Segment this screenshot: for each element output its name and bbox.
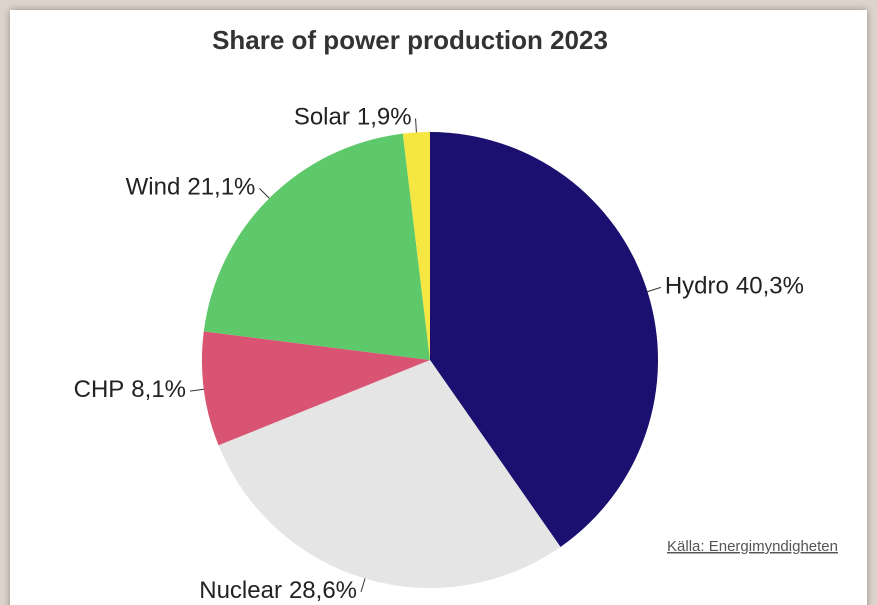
slice-value: 1,9% xyxy=(357,104,412,131)
slice-value: 8,1% xyxy=(131,376,186,403)
slice-category: Wind xyxy=(126,174,181,201)
source[interactable]: Källa: Energimyndigheten xyxy=(667,538,838,555)
leader-line xyxy=(259,187,270,199)
leader-line xyxy=(189,388,204,392)
pie-slice xyxy=(203,133,430,360)
slice-value: 40,3% xyxy=(736,273,804,300)
pie-slice xyxy=(402,132,430,360)
pie-slice xyxy=(202,331,430,446)
slice-value: 21,1% xyxy=(187,174,255,201)
chart-title: Share of power production 2023 xyxy=(212,25,608,55)
leader-line xyxy=(415,118,417,133)
leader-line xyxy=(360,578,366,593)
slice-category: Solar xyxy=(294,104,350,131)
slice-label: Hydro 40,3% xyxy=(665,273,804,300)
slice-category: CHP xyxy=(74,376,125,403)
slice-category: Hydro xyxy=(665,273,729,300)
pie-slice xyxy=(218,360,561,588)
slice-category: Nuclear xyxy=(199,577,282,604)
pie-slice xyxy=(430,132,659,547)
slice-label: Wind 21,1% xyxy=(126,174,256,201)
slice-label: Solar 1,9% xyxy=(294,104,412,131)
slice-label: Nuclear 28,6% xyxy=(199,577,357,604)
slice-value: 28,6% xyxy=(289,577,357,604)
leader-line xyxy=(647,286,662,293)
slice-label: CHP 8,1% xyxy=(74,376,186,403)
